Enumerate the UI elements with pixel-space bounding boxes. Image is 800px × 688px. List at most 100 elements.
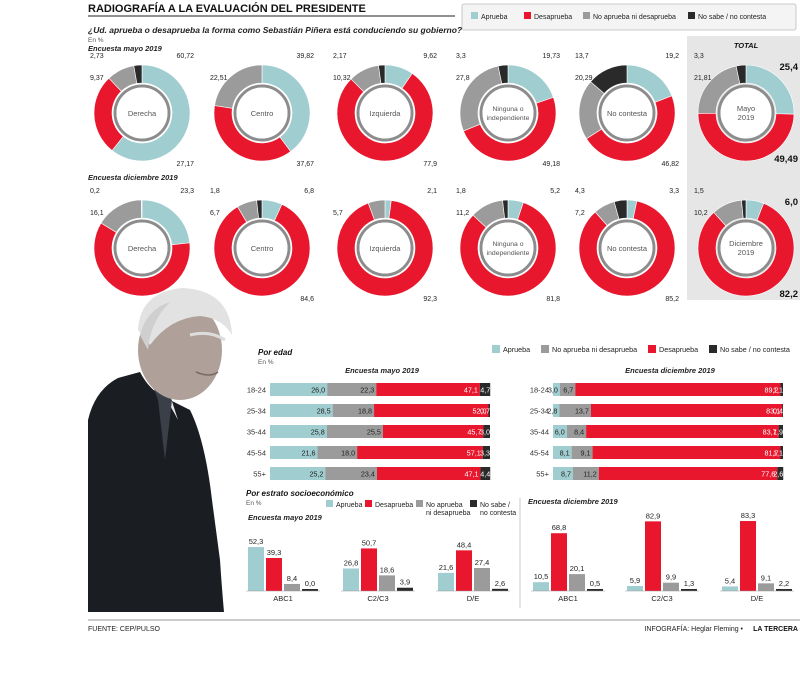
donut-center-label: independiente bbox=[487, 115, 530, 122]
donut-inner-ring bbox=[356, 84, 414, 142]
strata-bar-value: 82,9 bbox=[646, 511, 661, 520]
age-bar-desaprueba bbox=[382, 425, 484, 438]
strata-bar-value: 18,6 bbox=[380, 565, 395, 574]
strata-bar-value: 3,9 bbox=[400, 578, 410, 587]
strata-bar-value: 27,4 bbox=[475, 558, 490, 567]
strata-bar-nosabe bbox=[587, 589, 603, 591]
donut-hole bbox=[236, 222, 288, 274]
age-bar-value: 4,7 bbox=[480, 386, 490, 395]
age-legend-swatch bbox=[541, 345, 549, 353]
age-bar-value: 8,1 bbox=[560, 449, 570, 458]
strata-bar-ninguno bbox=[284, 583, 300, 591]
top-legend-swatch bbox=[471, 12, 478, 19]
age-bar-desaprueba bbox=[357, 446, 483, 459]
age-bar-value: 1,1 bbox=[773, 449, 783, 458]
donut-center-label: Ninguna o bbox=[493, 106, 524, 113]
top-legend-label: Desaprueba bbox=[534, 14, 572, 21]
age-bar-value: 28,5 bbox=[317, 407, 331, 416]
strata-bar-value: 2,6 bbox=[495, 579, 505, 588]
age-legend: Aprueba No aprueba ni desaprueba Desaprueb… bbox=[492, 345, 790, 354]
age-bar-value: 25,5 bbox=[367, 428, 381, 437]
strata-bar-value: 10,5 bbox=[534, 572, 549, 581]
strata-bar-aprueba bbox=[438, 572, 454, 591]
age-bar-charts: 18-24 26,0 22,3 47,1 4,725-34 28,5 18,8 52,00,7… bbox=[247, 383, 784, 480]
top-legend-label: No sabe / no contesta bbox=[698, 14, 766, 21]
strata-bar-value: 52,3 bbox=[249, 537, 264, 546]
strata-bar-desaprueba bbox=[740, 521, 756, 591]
age-bar-value: 25,2 bbox=[309, 470, 323, 479]
age-bar-value: 83,1 bbox=[766, 407, 780, 416]
strata-bar-aprueba bbox=[722, 586, 738, 591]
age-bar-value: 52,0 bbox=[472, 407, 486, 416]
total-label: TOTAL bbox=[734, 41, 759, 50]
age-bar-desaprueba bbox=[376, 467, 481, 480]
donut-slice-nosabe bbox=[141, 199, 143, 219]
donut-value-ninguno: 20,29 bbox=[575, 75, 593, 82]
age-category-label: 45-54 bbox=[530, 449, 549, 458]
donut-value-nosabe: 1,5 bbox=[694, 188, 704, 195]
donut-value-nosabe: 1,8 bbox=[210, 188, 220, 195]
donut-hole bbox=[116, 222, 168, 274]
donut-inner-ring bbox=[233, 219, 291, 277]
age-bar-nosabe bbox=[480, 467, 491, 480]
survey-may-label: Encuesta mayo 2019 bbox=[88, 44, 163, 53]
age-bar-value: 3,0 bbox=[480, 428, 490, 437]
donut-slice-desaprueba bbox=[697, 202, 795, 297]
age-bar-aprueba bbox=[270, 446, 318, 459]
age-bar-value: 18,8 bbox=[358, 407, 372, 416]
donut-value-nosabe: 13,7 bbox=[575, 53, 589, 60]
strata-bar-value: 5,9 bbox=[630, 576, 640, 585]
donut-value-ninguno: 10,2 bbox=[694, 210, 708, 217]
age-dec-title: Encuesta diciembre 2019 bbox=[625, 366, 715, 375]
strata-bar-nosabe bbox=[776, 589, 792, 591]
age-bar-ninguno bbox=[326, 425, 383, 438]
age-category-label: 35-44 bbox=[247, 428, 266, 437]
donut-center-label: Derecha bbox=[128, 244, 157, 253]
age-bar-value: 2,6 bbox=[773, 470, 783, 479]
age-legend-swatch bbox=[648, 345, 656, 353]
donut-slice-nosabe bbox=[502, 199, 509, 219]
donut-value-nosabe: 3,3 bbox=[694, 53, 704, 60]
donut-inner-ring bbox=[598, 219, 656, 277]
age-bar-aprueba bbox=[270, 383, 328, 396]
age-may-title: Encuesta mayo 2019 bbox=[345, 366, 420, 375]
age-bar-ninguno bbox=[559, 404, 591, 417]
strata-bar-value: 83,3 bbox=[741, 511, 756, 520]
donut-value-nosabe: 1,8 bbox=[456, 188, 466, 195]
donut-hole bbox=[720, 87, 772, 139]
donut-slice-desaprueba bbox=[578, 200, 676, 297]
donut-slice-nosabe bbox=[590, 64, 628, 94]
age-bar-nosabe bbox=[482, 446, 490, 459]
donut-hole bbox=[359, 222, 411, 274]
donut-inner-ring bbox=[233, 84, 291, 142]
age-category-label: 18-24 bbox=[247, 386, 266, 395]
age-bar-value: 81,7 bbox=[764, 449, 778, 458]
donut-slice-desaprueba bbox=[93, 222, 191, 297]
donut-dec-4: No contesta 3,3 85,2 4,3 7,2 bbox=[575, 188, 679, 303]
strata-bar-value: 8,4 bbox=[287, 574, 297, 583]
donut-center-label: 2019 bbox=[738, 113, 755, 122]
donut-value-ninguno: 10,32 bbox=[333, 75, 351, 82]
age-bar-nosabe bbox=[780, 446, 783, 459]
donut-hole bbox=[601, 87, 653, 139]
age-bar-value: 23,4 bbox=[361, 470, 375, 479]
age-bar-ninguno bbox=[325, 467, 377, 480]
top-legend-swatch bbox=[524, 12, 531, 19]
donut-slice-nosabe bbox=[256, 199, 263, 219]
age-bar-value: 6,7 bbox=[563, 386, 573, 395]
donut-hole bbox=[359, 87, 411, 139]
donut-slice-nosabe bbox=[613, 199, 628, 220]
donut-may-2: Izquierda 9,62 77,9 2,17 10,32 bbox=[333, 53, 437, 168]
top-legend-label: No aprueba ni desaprueba bbox=[593, 14, 676, 21]
donut-center-label: Centro bbox=[251, 244, 274, 253]
donut-value-desaprueba: 27,17 bbox=[176, 161, 194, 168]
top-legend: Aprueba Desaprueba No aprueba ni desaprueb… bbox=[471, 12, 766, 21]
age-bar-aprueba bbox=[553, 425, 567, 438]
donut-value-ninguno: 27,8 bbox=[456, 75, 470, 82]
top-legend-swatch bbox=[583, 12, 590, 19]
age-bar-value: 77,6 bbox=[761, 470, 775, 479]
donut-value-desaprueba: 81,8 bbox=[546, 296, 560, 303]
strata-bar-value: 1,3 bbox=[684, 579, 694, 588]
top-legend-swatch bbox=[688, 12, 695, 19]
donut-value-ninguno: 22,51 bbox=[210, 75, 228, 82]
